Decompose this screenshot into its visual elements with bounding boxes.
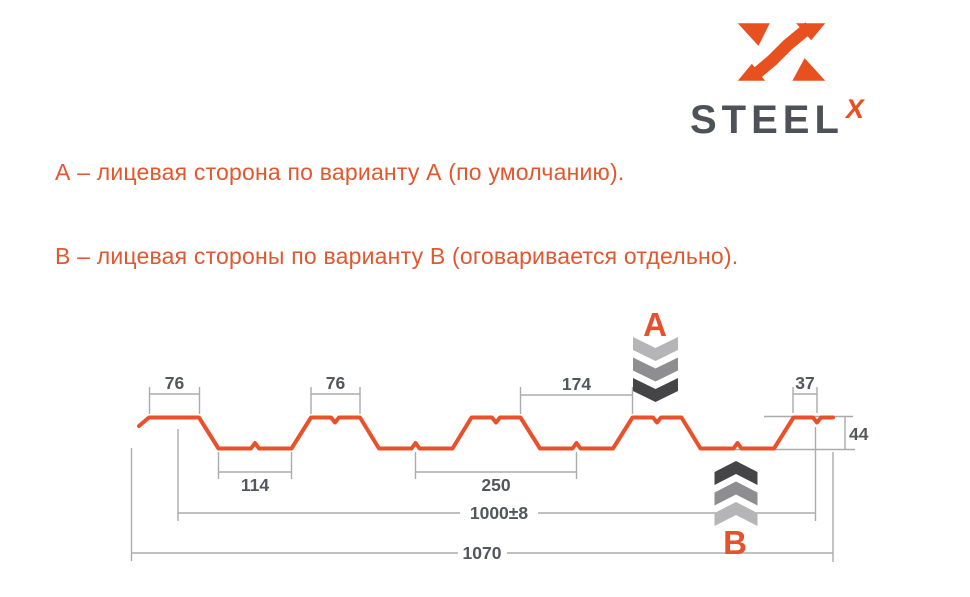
logo-x-icon <box>737 22 826 81</box>
dim-top-flat-2: 76 <box>310 373 361 414</box>
logo-ribbon <box>750 22 814 80</box>
note-variant-a: А – лицевая сторона по варианту А (по ум… <box>55 159 625 185</box>
dim-full-width: 1070 <box>130 448 834 563</box>
logo-word: STEEL <box>690 98 844 142</box>
chevron-down-icon <box>633 357 678 382</box>
dim-crest-gap: 174 <box>519 374 634 414</box>
chevron-up-icon <box>714 502 758 526</box>
chevron-down-icon <box>633 337 678 361</box>
logo-wedge-top-left <box>737 23 770 46</box>
profile-outline <box>137 415 835 451</box>
dim-pitch: 250 <box>414 452 578 495</box>
chevron-up-icon <box>714 461 758 485</box>
note-variant-b: В – лицевая стороны по варианту В (огова… <box>55 243 739 269</box>
chevron-up-icon <box>714 481 758 506</box>
dim-label-top-flat-1: 76 <box>165 373 185 393</box>
logo-wedge-bottom-right <box>792 58 826 81</box>
dim-top-flat-1: 76 <box>148 373 201 414</box>
variant-b-marker: B <box>714 461 758 561</box>
dim-label-top-flat-2: 76 <box>326 373 346 393</box>
dim-label-pitch: 250 <box>481 475 510 495</box>
logo: STEEL X <box>688 12 918 140</box>
dim-label-edge-lip: 37 <box>795 373 814 393</box>
dim-working-width: 1000±8 <box>177 427 817 523</box>
dim-label-height: 44 <box>849 424 869 444</box>
dim-label-working-width: 1000±8 <box>470 503 529 523</box>
dim-label-bottom-flat: 114 <box>241 475 269 495</box>
dim-label-crest-gap: 174 <box>562 374 591 394</box>
variant-b-label: B <box>723 524 747 561</box>
dim-label-full-width: 1070 <box>463 543 502 563</box>
chevron-down-icon <box>633 378 678 402</box>
dim-edge-lip: 37 <box>792 373 818 413</box>
variant-a-marker: A <box>633 306 678 402</box>
variant-a-label: A <box>643 306 667 343</box>
dim-bottom-flat: 114 <box>217 452 293 495</box>
